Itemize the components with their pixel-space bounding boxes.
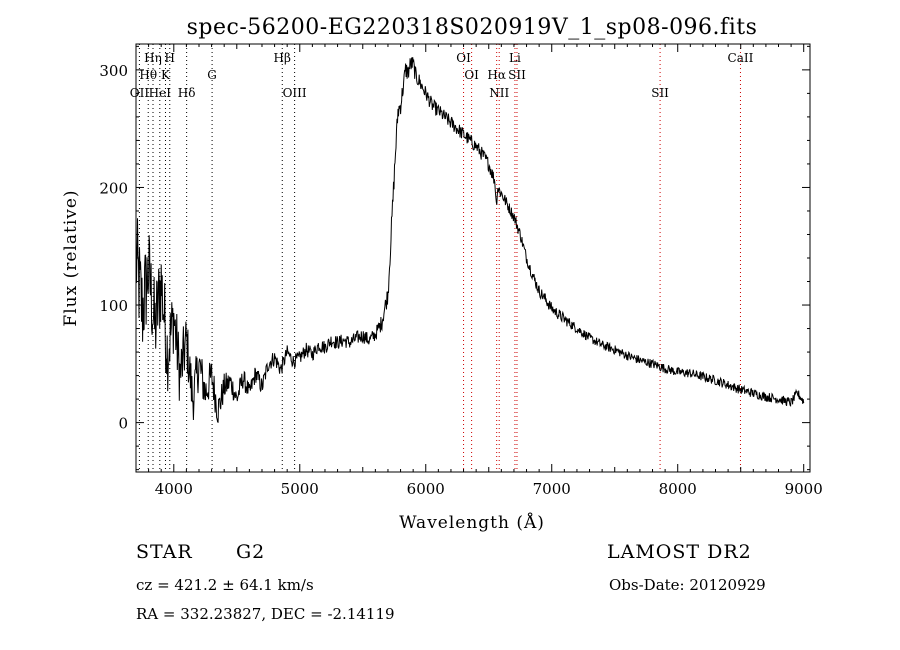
- x-tick-label: 5000: [281, 480, 319, 498]
- spectral-line-label: K: [161, 68, 171, 82]
- spectral-line-labels: Hη H Hθ K G OII HeI Hδ Hβ OIII OI OI Hα NII Li SII SII Ca…: [130, 51, 754, 100]
- spectral-line-label: HeI: [149, 86, 172, 100]
- spectral-line-label: Hα: [487, 68, 506, 82]
- spectral-line-label: Li: [509, 51, 521, 65]
- object-class: STAR: [136, 541, 193, 563]
- y-tick-label: 100: [99, 297, 128, 315]
- x-axis: 4000 5000 6000 7000 8000 9000: [148, 44, 823, 498]
- spectral-line-label: Hβ: [274, 51, 291, 65]
- x-axis-label: Wavelength (Å): [399, 512, 545, 533]
- spectral-line-label: SII: [651, 86, 669, 100]
- observation-date: Obs-Date: 20120929: [609, 576, 766, 594]
- spectral-line-label: CaII: [728, 51, 754, 65]
- y-tick-label: 200: [99, 179, 128, 197]
- survey-name: LAMOST DR2: [607, 541, 752, 563]
- x-tick-label: 6000: [407, 480, 445, 498]
- x-tick-label: 4000: [155, 480, 193, 498]
- y-axis: 0 100 200 300: [99, 45, 810, 471]
- plot-frame: [135, 43, 811, 473]
- spectral-line-label: OI: [456, 51, 471, 65]
- spectral-line-label: Hδ: [178, 86, 196, 100]
- x-tick-label: 7000: [533, 480, 571, 498]
- spectral-line-label: Hη: [144, 51, 162, 65]
- spectral-line-markers: [138, 44, 741, 472]
- spectral-line-label: G: [207, 68, 217, 82]
- redshift-cz: cz = 421.2 ± 64.1 km/s: [136, 576, 314, 594]
- y-tick-label: 300: [99, 62, 128, 80]
- x-tick-label: 9000: [785, 480, 823, 498]
- chart-title: spec-56200-EG220318S020919V_1_sp08-096.f…: [187, 15, 758, 40]
- spectral-line-label: SII: [508, 68, 526, 82]
- spectral-line-label: OI: [464, 68, 479, 82]
- y-tick-label: 0: [118, 415, 128, 433]
- spectral-line-label: Hθ: [139, 68, 157, 82]
- spectrum-line: [135, 57, 805, 423]
- spectral-line-label: NII: [489, 86, 509, 100]
- y-axis-label: Flux (relative): [61, 189, 81, 326]
- spectral-line-label: OII: [130, 86, 150, 100]
- x-tick-label: 8000: [659, 480, 697, 498]
- object-subclass: G2: [236, 541, 266, 563]
- spectral-line-label: OIII: [283, 86, 307, 100]
- spectral-line-label: H: [165, 51, 175, 65]
- coordinates: RA = 332.23827, DEC = -2.14119: [136, 605, 395, 623]
